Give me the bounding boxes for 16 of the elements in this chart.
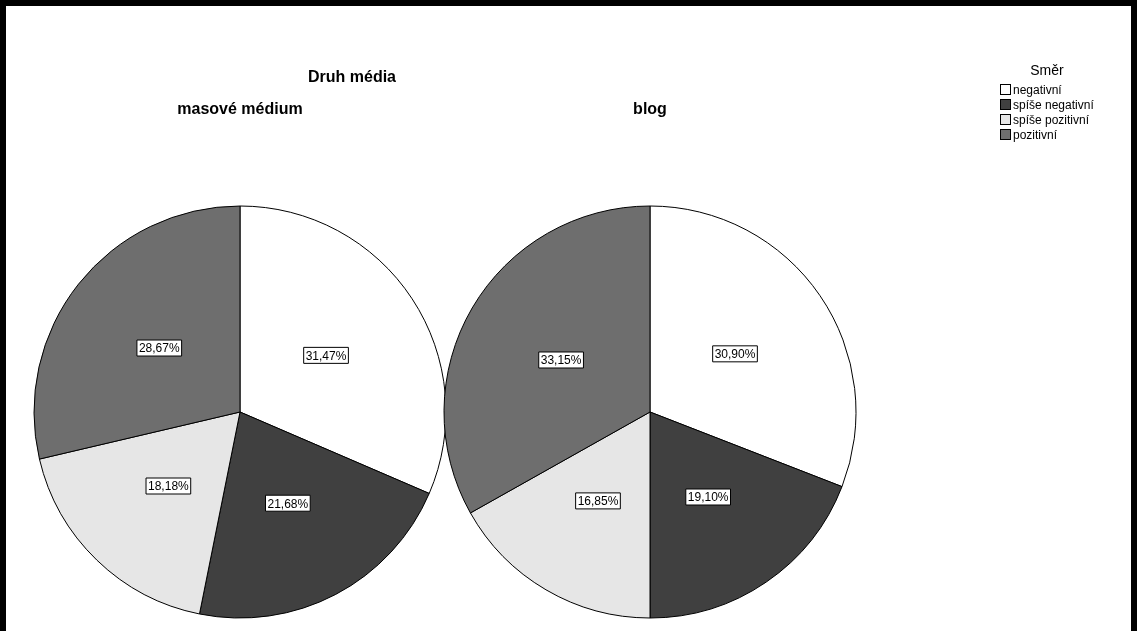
data-label: 31,47% bbox=[305, 348, 347, 363]
legend-label: spíše pozitivní bbox=[1013, 112, 1090, 127]
data-label: 21,68% bbox=[267, 496, 309, 511]
legend-label: spíše negativní bbox=[1013, 97, 1094, 112]
legend-title: Směr bbox=[1029, 62, 1065, 78]
data-label: 19,10% bbox=[687, 490, 729, 505]
data-label: 18,18% bbox=[148, 479, 190, 494]
data-label: 28,67% bbox=[138, 341, 180, 356]
data-label: 16,85% bbox=[577, 494, 619, 509]
data-label: 33,15% bbox=[540, 353, 582, 368]
legend-label: pozitivní bbox=[1013, 127, 1058, 142]
chart-title: masové médium bbox=[176, 100, 304, 118]
text: blog bbox=[632, 100, 668, 118]
legend-label: negativní bbox=[1013, 82, 1062, 97]
text: Druh média bbox=[307, 68, 397, 86]
data-label: 30,90% bbox=[714, 347, 756, 362]
